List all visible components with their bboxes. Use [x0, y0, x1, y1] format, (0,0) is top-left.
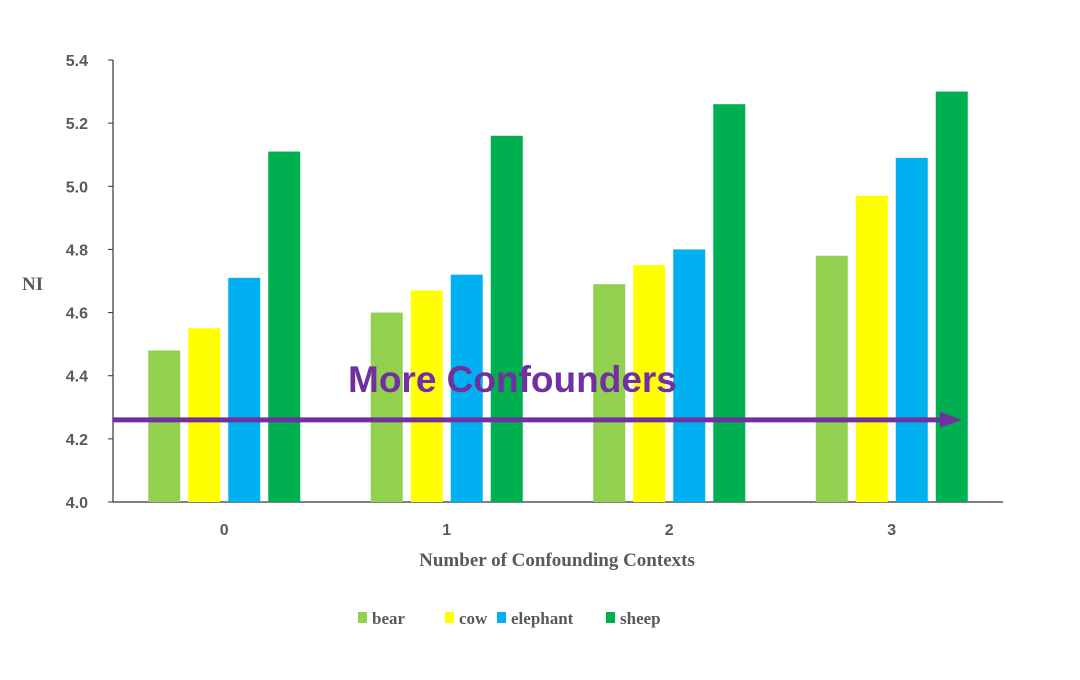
y-tick-label: 4.2 — [66, 432, 88, 449]
annotation-arrow-head-icon — [940, 411, 962, 428]
bar-cow-3 — [855, 195, 888, 502]
x-tick-label: 0 — [220, 522, 229, 539]
bar-elephant-0 — [228, 277, 261, 502]
x-tick-label: 3 — [887, 522, 896, 539]
bar-bear-2 — [593, 284, 626, 502]
bar-bear-1 — [370, 312, 403, 502]
bar-bear-3 — [815, 255, 848, 502]
bar-sheep-0 — [268, 151, 301, 503]
bars — [148, 91, 968, 503]
legend-swatch-sheep — [606, 612, 615, 623]
axes — [108, 59, 1003, 503]
annotation — [113, 411, 962, 428]
bar-bear-0 — [148, 350, 181, 502]
tick-labels: 4.0 4.2 4.4 4.6 4.8 5.0 5.2 5.4 0 1 2 3 — [66, 53, 897, 539]
legend-swatch-bear — [358, 612, 367, 623]
bar-cow-1 — [410, 290, 443, 502]
legend-label-sheep: sheep — [620, 609, 661, 628]
y-tick-label: 5.0 — [66, 179, 88, 196]
bar-elephant-1 — [450, 274, 483, 502]
bar-sheep-2 — [713, 104, 746, 502]
y-tick-label: 4.4 — [66, 369, 88, 386]
y-tick-label: 4.8 — [66, 242, 88, 259]
bar-elephant-2 — [673, 249, 706, 502]
x-tick-label: 2 — [665, 522, 674, 539]
legend-label-bear: bear — [372, 609, 406, 628]
y-tick-label: 4.0 — [66, 495, 88, 512]
y-tick-label: 4.6 — [66, 306, 88, 323]
annotation-text: More Confounders — [348, 359, 677, 400]
y-tick-label: 5.2 — [66, 116, 88, 133]
bar-sheep-1 — [490, 135, 523, 502]
bar-sheep-3 — [935, 91, 968, 503]
y-tick-label: 5.4 — [66, 53, 88, 70]
bar-cow-2 — [633, 265, 666, 502]
x-tick-label: 1 — [442, 522, 451, 539]
bar-elephant-3 — [895, 157, 928, 502]
x-axis-label: Number of Confounding Contexts — [419, 550, 695, 571]
legend-swatch-elephant — [497, 612, 506, 623]
bar-cow-0 — [188, 328, 221, 502]
legend-swatch-cow — [445, 612, 454, 623]
y-axis-label: NI — [22, 274, 43, 295]
legend-label-elephant: elephant — [511, 609, 574, 628]
legend-label-cow: cow — [459, 609, 488, 628]
legend: bear cow elephant sheep — [358, 609, 661, 628]
